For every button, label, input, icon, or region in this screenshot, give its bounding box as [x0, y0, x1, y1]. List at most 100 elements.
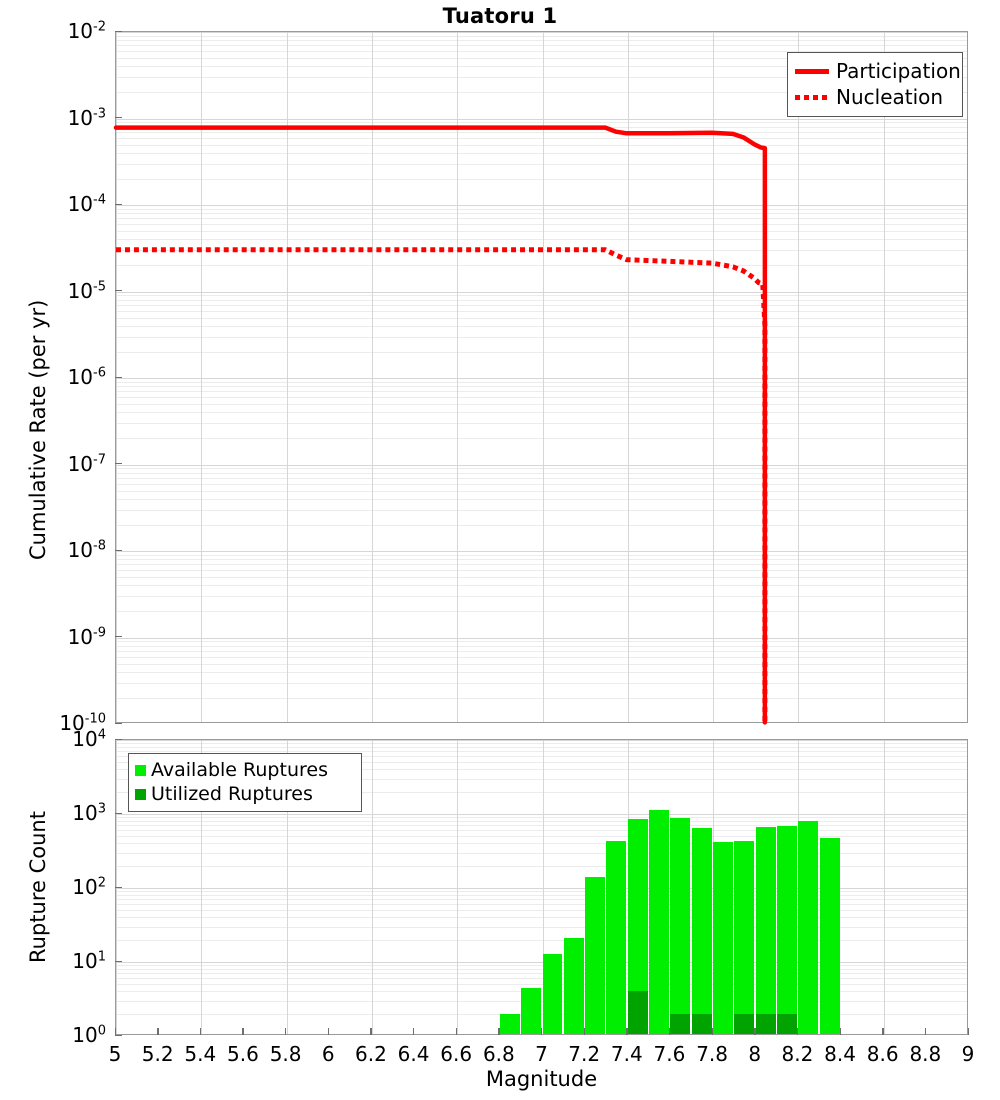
gridline: [116, 637, 967, 639]
gridline-minor: [116, 325, 967, 327]
gridline-minor: [116, 317, 967, 319]
y-tickmark: [115, 290, 122, 292]
x-tickmark: [157, 1028, 159, 1035]
gridline-minor: [116, 397, 967, 399]
gridline: [883, 32, 885, 722]
bar-available: [734, 841, 755, 1034]
gridline-minor: [116, 468, 967, 470]
gridline-minor: [116, 304, 967, 306]
x-tick-label: 6.6: [440, 1042, 473, 1066]
gridline-minor: [116, 213, 967, 215]
gridline-minor: [116, 917, 967, 919]
legend-item-participation: Participation: [795, 58, 961, 84]
bar-available: [606, 841, 627, 1034]
gridline-minor: [116, 477, 967, 479]
gridline: [116, 205, 967, 206]
y-tick-label: 104: [72, 727, 106, 751]
dotted-line-swatch-icon: [795, 89, 829, 105]
gridline-minor: [116, 825, 967, 827]
y-tickmark: [115, 203, 122, 205]
x-tick-label: 7.6: [653, 1042, 686, 1066]
gridline-minor: [116, 747, 967, 749]
gridline-minor: [116, 231, 967, 233]
gridline-minor: [116, 904, 967, 906]
x-tickmark: [199, 1028, 202, 1035]
gridline-minor: [116, 58, 967, 60]
gridline-minor: [116, 830, 967, 832]
y-tick-label: 10-9: [67, 624, 106, 649]
gridline: [116, 378, 967, 379]
bar-available: [755, 827, 776, 1034]
gridline-minor: [116, 208, 967, 210]
x-tick-label: 8.6: [866, 1042, 899, 1066]
gridline-minor: [116, 66, 967, 68]
y-tick-label: 10-3: [67, 105, 106, 130]
top-gridlines: [116, 32, 967, 722]
gridline-minor: [116, 438, 967, 440]
gridline-minor: [116, 926, 967, 928]
x-tick-label: 6.4: [397, 1042, 430, 1066]
x-tickmark: [754, 1028, 756, 1035]
gridline-minor: [116, 336, 967, 338]
gridline-minor: [116, 751, 967, 753]
gridline-minor: [116, 895, 967, 897]
bar-available: [627, 818, 648, 1034]
x-tick-label: 8.4: [824, 1042, 856, 1066]
gridline-minor: [116, 762, 967, 764]
gridline: [116, 118, 967, 120]
bottom-y-axis-label: Rupture Count: [26, 811, 50, 963]
y-tickmark: [115, 738, 122, 740]
y-tick-label: 10-6: [67, 365, 106, 389]
y-tickmark: [115, 30, 122, 32]
gridline-minor: [116, 472, 967, 474]
gridline: [713, 32, 715, 722]
y-tick-label: 10-2: [67, 19, 106, 43]
bar-available: [649, 809, 669, 1034]
gridline-minor: [116, 978, 967, 980]
gridline-minor: [116, 224, 967, 226]
gridline-minor: [116, 92, 967, 94]
gridline-minor: [116, 984, 967, 986]
legend-label-nucleation: Nucleation: [836, 85, 944, 109]
y-tick-label: 101: [72, 949, 106, 973]
gridline-minor: [116, 577, 967, 579]
x-tickmark: [626, 1028, 628, 1035]
gridline-minor: [116, 144, 967, 146]
y-tick-label: 10-7: [67, 451, 106, 476]
gridline-minor: [116, 891, 967, 893]
gridline-minor: [116, 910, 967, 912]
bottom-legend: Available Ruptures Utilized Ruptures: [128, 753, 362, 812]
y-tick-label: 10-10: [59, 711, 106, 735]
x-axis-label: Magnitude: [485, 1067, 598, 1091]
gridline-minor: [116, 939, 967, 941]
bar-available: [819, 838, 840, 1034]
bar-utilized: [691, 1013, 712, 1034]
gridline-minor: [116, 596, 967, 598]
x-tick-label: 8.8: [909, 1042, 942, 1066]
y-tick-label: 10-5: [67, 278, 106, 303]
gridline-minor: [116, 899, 967, 901]
bar-available: [777, 825, 797, 1034]
gridline-minor: [116, 671, 967, 673]
legend-label-utilized-ruptures: Utilized Ruptures: [151, 783, 313, 805]
gridline: [542, 740, 544, 1034]
y-tickmark: [115, 960, 122, 962]
gridline: [116, 888, 967, 889]
dark-green-square-icon: [135, 788, 146, 800]
top-legend: Participation Nucleation: [787, 52, 963, 117]
gridline-minor: [116, 641, 967, 643]
gridline: [116, 551, 967, 552]
gridline-minor: [116, 178, 967, 180]
x-tick-label: 7.8: [696, 1042, 728, 1066]
gridline-minor: [116, 756, 967, 758]
top-series-layer: [113, 125, 768, 725]
gridline-minor: [116, 1000, 967, 1002]
gridline-minor: [116, 498, 967, 500]
y-tickmark: [115, 812, 122, 814]
y-tickmark: [115, 722, 122, 724]
legend-item-nucleation: Nucleation: [795, 84, 953, 110]
y-tick-label: 100: [72, 1023, 106, 1047]
x-tick-label: 7.4: [610, 1042, 643, 1066]
gridline-minor: [116, 45, 967, 47]
y-tickmark: [115, 463, 122, 465]
